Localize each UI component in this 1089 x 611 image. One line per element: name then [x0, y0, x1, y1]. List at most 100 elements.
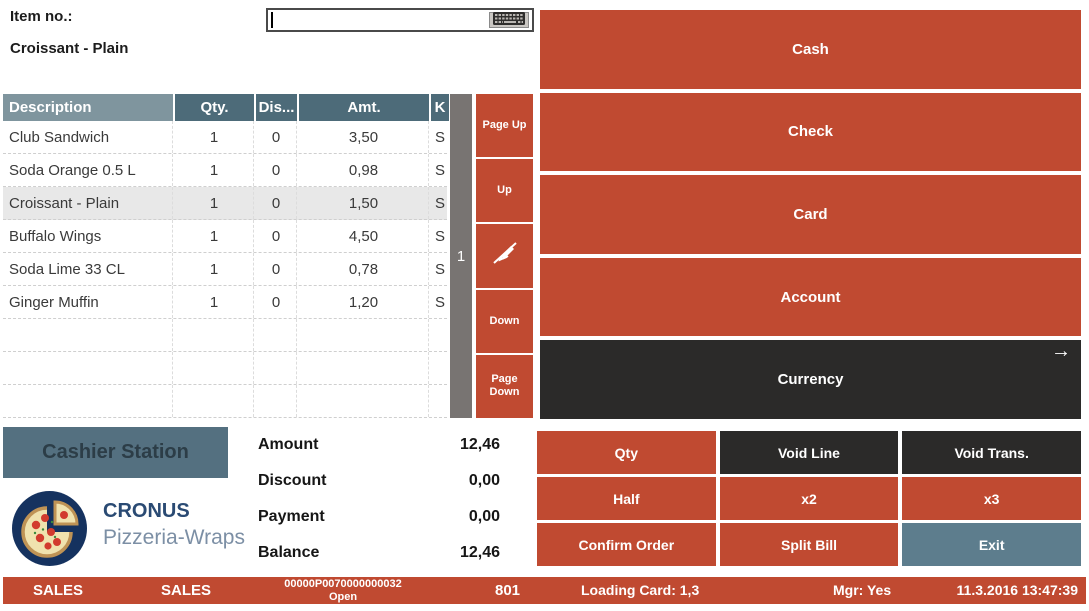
selected-item-name: Croissant - Plain — [10, 40, 129, 57]
status-mode-left: SALES — [33, 582, 84, 599]
cell-discount: 0 — [256, 154, 297, 186]
cell-discount: 0 — [256, 220, 297, 252]
status-receipt: 00000P0070000000032 Open — [238, 578, 448, 604]
x2-button[interactable]: x2 — [719, 477, 899, 520]
account-button[interactable]: Account — [540, 257, 1081, 337]
cell-empty — [299, 385, 429, 417]
pen-slash-icon — [490, 239, 520, 273]
cell-amount: 1,50 — [299, 187, 429, 219]
half-button[interactable]: Half — [537, 477, 716, 520]
item-no-label: Item no.: — [10, 8, 73, 25]
balance-label: Balance — [258, 544, 320, 561]
split-bill-button[interactable]: Split Bill — [719, 523, 899, 566]
cell-empty — [431, 352, 449, 384]
status-store-number: 801 — [495, 582, 521, 599]
cell-empty — [3, 352, 173, 384]
down-button[interactable]: Down — [476, 289, 533, 353]
pizza-logo-icon — [12, 491, 87, 570]
cell-amount: 0,78 — [299, 253, 429, 285]
brand-name: CRONUS — [103, 500, 190, 522]
keyboard-button[interactable] — [489, 12, 529, 28]
keyboard-icon — [493, 12, 525, 28]
status-bar: SALES SALES 00000P0070000000032 Open 801… — [3, 577, 1086, 604]
col-header-description: Description — [3, 94, 173, 121]
cell-amount: 4,50 — [299, 220, 429, 252]
page-up-button[interactable]: Page Up — [476, 94, 533, 158]
currency-button[interactable]: Currency → — [540, 340, 1081, 419]
cell-description: Buffalo Wings — [3, 220, 173, 252]
cell-k: S — [434, 227, 445, 245]
cell-description: Croissant - Plain — [3, 187, 173, 219]
amount-value: 12,46 — [459, 436, 500, 453]
table-row[interactable]: Club Sandwich 1 0 3,50 S — [3, 121, 447, 154]
cell-k: S — [434, 128, 445, 146]
col-header-discount: Dis... — [256, 94, 297, 121]
receipt-status: Open — [328, 591, 358, 603]
cell-discount: 0 — [256, 253, 297, 285]
cell-empty — [431, 385, 449, 417]
table-row[interactable]: Ginger Muffin 1 0 1,20 S — [3, 286, 447, 319]
status-loading-card: Loading Card: 1,3 — [581, 582, 700, 598]
void-trans-button[interactable]: Void Trans. — [902, 431, 1081, 474]
table-row[interactable]: Buffalo Wings 1 0 4,50 S — [3, 220, 447, 253]
col-header-amount: Amt. — [299, 94, 429, 121]
cell-empty — [299, 352, 429, 384]
table-row[interactable]: Soda Orange 0.5 L 1 0 0,98 S — [3, 154, 447, 187]
card-button[interactable]: Card — [540, 175, 1081, 254]
cell-discount: 0 — [256, 121, 297, 153]
table-header-row: Description Qty. Dis... Amt. K — [3, 94, 449, 121]
cash-button[interactable]: Cash — [540, 10, 1081, 89]
cell-qty: 1 — [175, 253, 254, 285]
confirm-order-button[interactable]: Confirm Order — [537, 523, 716, 566]
cell-description: Soda Orange 0.5 L — [3, 154, 173, 186]
exit-button[interactable]: Exit — [902, 523, 1081, 566]
table-row-empty[interactable] — [3, 385, 447, 418]
status-mode-right: SALES — [161, 582, 212, 599]
page-down-button[interactable]: Page Down — [476, 354, 533, 419]
scroll-page-indicator: 1 — [456, 247, 466, 265]
cell-description: Soda Lime 33 CL — [3, 253, 173, 285]
void-line-button[interactable]: Void Line — [719, 431, 899, 474]
cell-qty: 1 — [175, 154, 254, 186]
brand-logo — [12, 491, 87, 571]
col-header-k: K — [431, 94, 449, 121]
up-button[interactable]: Up — [476, 159, 533, 223]
table-row[interactable]: Soda Lime 33 CL 1 0 0,78 S — [3, 253, 447, 286]
item-no-input[interactable] — [266, 8, 534, 32]
cell-amount: 3,50 — [299, 121, 429, 153]
cell-k: S — [434, 293, 445, 311]
cell-k: S — [434, 194, 445, 212]
table-row-empty[interactable] — [3, 352, 447, 385]
x3-button[interactable]: x3 — [902, 477, 1081, 520]
discount-label: Discount — [258, 472, 327, 489]
balance-value: 12,46 — [459, 544, 500, 561]
totals-panel: Amount 12,46 Discount 0,00 Payment 0,00 … — [258, 427, 500, 571]
col-header-qty: Qty. — [175, 94, 254, 121]
receipt-scrollbar[interactable]: 1 — [450, 94, 472, 418]
cell-qty: 1 — [175, 220, 254, 252]
cell-qty: 1 — [175, 121, 254, 153]
currency-label: Currency — [777, 371, 844, 389]
check-button[interactable]: Check — [540, 92, 1081, 172]
table-row-empty[interactable] — [3, 319, 447, 352]
status-datetime: 11.3.2016 13:47:39 — [956, 582, 1078, 598]
brand-subtitle: Pizzeria-Wraps — [103, 526, 245, 549]
cell-empty — [3, 319, 173, 351]
cell-empty — [299, 319, 429, 351]
total-balance-row: Balance 12,46 — [258, 535, 500, 571]
cell-empty — [175, 319, 254, 351]
arrow-right-icon: → — [1051, 340, 1071, 363]
receipt-number: 00000P0070000000032 — [284, 578, 402, 590]
cell-description: Ginger Muffin — [3, 286, 173, 318]
qty-button[interactable]: Qty — [537, 431, 716, 474]
table-row-selected[interactable]: Croissant - Plain 1 0 1,50 S — [3, 187, 447, 220]
payment-label: Payment — [258, 508, 325, 525]
discount-value: 0,00 — [468, 472, 500, 489]
cell-amount: 0,98 — [299, 154, 429, 186]
receipt-table: Description Qty. Dis... Amt. K Club Sand… — [3, 94, 449, 418]
cell-empty — [175, 385, 254, 417]
cell-empty — [175, 352, 254, 384]
clear-line-button[interactable] — [476, 224, 533, 288]
table-body: Club Sandwich 1 0 3,50 S Soda Orange 0.5… — [3, 121, 447, 418]
